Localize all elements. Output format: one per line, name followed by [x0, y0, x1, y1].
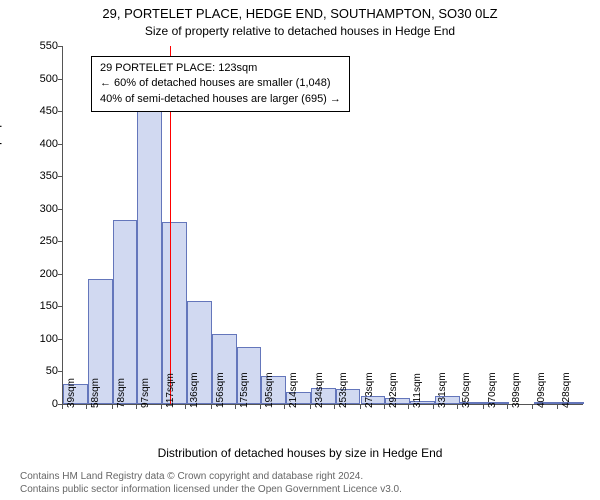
ytick-label: 0: [8, 398, 58, 410]
xtick-mark: [360, 404, 361, 409]
credits-line1: Contains HM Land Registry data © Crown c…: [20, 470, 402, 483]
ytick-label: 550: [8, 40, 58, 52]
histogram-bar: [113, 220, 138, 404]
xtick-mark: [334, 404, 335, 409]
annotation-box: 29 PORTELET PLACE: 123sqm← 60% of detach…: [91, 56, 350, 112]
ytick-mark: [58, 111, 63, 112]
xtick-label: 234sqm: [314, 372, 325, 408]
xtick-label: 331sqm: [437, 372, 448, 408]
chart-title: 29, PORTELET PLACE, HEDGE END, SOUTHAMPT…: [0, 6, 600, 21]
xtick-label: 58sqm: [90, 378, 101, 408]
annotation-line-2: ← 60% of detached houses are smaller (1,…: [100, 76, 341, 91]
ytick-mark: [58, 209, 63, 210]
y-axis-label: Number of detached properties: [0, 92, 2, 257]
ytick-label: 500: [8, 73, 58, 85]
ytick-mark: [58, 339, 63, 340]
xtick-mark: [86, 404, 87, 409]
xtick-label: 311sqm: [412, 373, 423, 408]
xtick-label: 117sqm: [165, 373, 176, 408]
xtick-mark: [384, 404, 385, 409]
ytick-label: 450: [8, 105, 58, 117]
xtick-mark: [408, 404, 409, 409]
xtick-label: 214sqm: [288, 372, 299, 408]
xtick-mark: [260, 404, 261, 409]
plot-area: 29 PORTELET PLACE: 123sqm← 60% of detach…: [62, 46, 583, 405]
xtick-label: 136sqm: [189, 372, 200, 408]
ytick-mark: [58, 176, 63, 177]
xtick-label: 253sqm: [338, 372, 349, 408]
xtick-label: 78sqm: [116, 378, 127, 408]
ytick-label: 300: [8, 203, 58, 215]
annotation-line-1: 29 PORTELET PLACE: 123sqm: [100, 61, 341, 76]
xtick-label: 39sqm: [66, 378, 77, 408]
xtick-mark: [136, 404, 137, 409]
ytick-mark: [58, 241, 63, 242]
xtick-mark: [235, 404, 236, 409]
xtick-mark: [112, 404, 113, 409]
chart-subtitle: Size of property relative to detached ho…: [0, 24, 600, 38]
ytick-mark: [58, 144, 63, 145]
xtick-mark: [62, 404, 63, 409]
ytick-label: 250: [8, 235, 58, 247]
xtick-mark: [433, 404, 434, 409]
ytick-mark: [58, 79, 63, 80]
ytick-label: 200: [8, 268, 58, 280]
xtick-label: 156sqm: [215, 372, 226, 408]
xtick-label: 409sqm: [536, 372, 547, 408]
xtick-mark: [185, 404, 186, 409]
xtick-mark: [557, 404, 558, 409]
ytick-label: 350: [8, 170, 58, 182]
credits-line2: Contains public sector information licen…: [20, 483, 402, 496]
xtick-mark: [211, 404, 212, 409]
xtick-label: 175sqm: [239, 372, 250, 408]
xtick-mark: [457, 404, 458, 409]
ytick-label: 150: [8, 300, 58, 312]
xtick-mark: [161, 404, 162, 409]
ytick-label: 50: [8, 365, 58, 377]
xtick-mark: [483, 404, 484, 409]
ytick-mark: [58, 46, 63, 47]
xtick-label: 389sqm: [511, 372, 522, 408]
ytick-mark: [58, 274, 63, 275]
xtick-mark: [532, 404, 533, 409]
credits: Contains HM Land Registry data © Crown c…: [20, 470, 402, 496]
ytick-mark: [58, 306, 63, 307]
xtick-mark: [284, 404, 285, 409]
xtick-label: 292sqm: [388, 372, 399, 408]
xtick-label: 370sqm: [487, 372, 498, 408]
xtick-mark: [310, 404, 311, 409]
xtick-mark: [507, 404, 508, 409]
ytick-label: 400: [8, 138, 58, 150]
ytick-label: 100: [8, 333, 58, 345]
annotation-line-3: 40% of semi-detached houses are larger (…: [100, 92, 341, 107]
xtick-label: 428sqm: [561, 372, 572, 408]
histogram-bar: [137, 110, 162, 404]
xtick-label: 195sqm: [264, 372, 275, 408]
xtick-label: 273sqm: [364, 372, 375, 408]
x-axis-label: Distribution of detached houses by size …: [0, 446, 600, 460]
ytick-mark: [58, 371, 63, 372]
xtick-label: 350sqm: [461, 372, 472, 408]
xtick-label: 97sqm: [140, 378, 151, 408]
